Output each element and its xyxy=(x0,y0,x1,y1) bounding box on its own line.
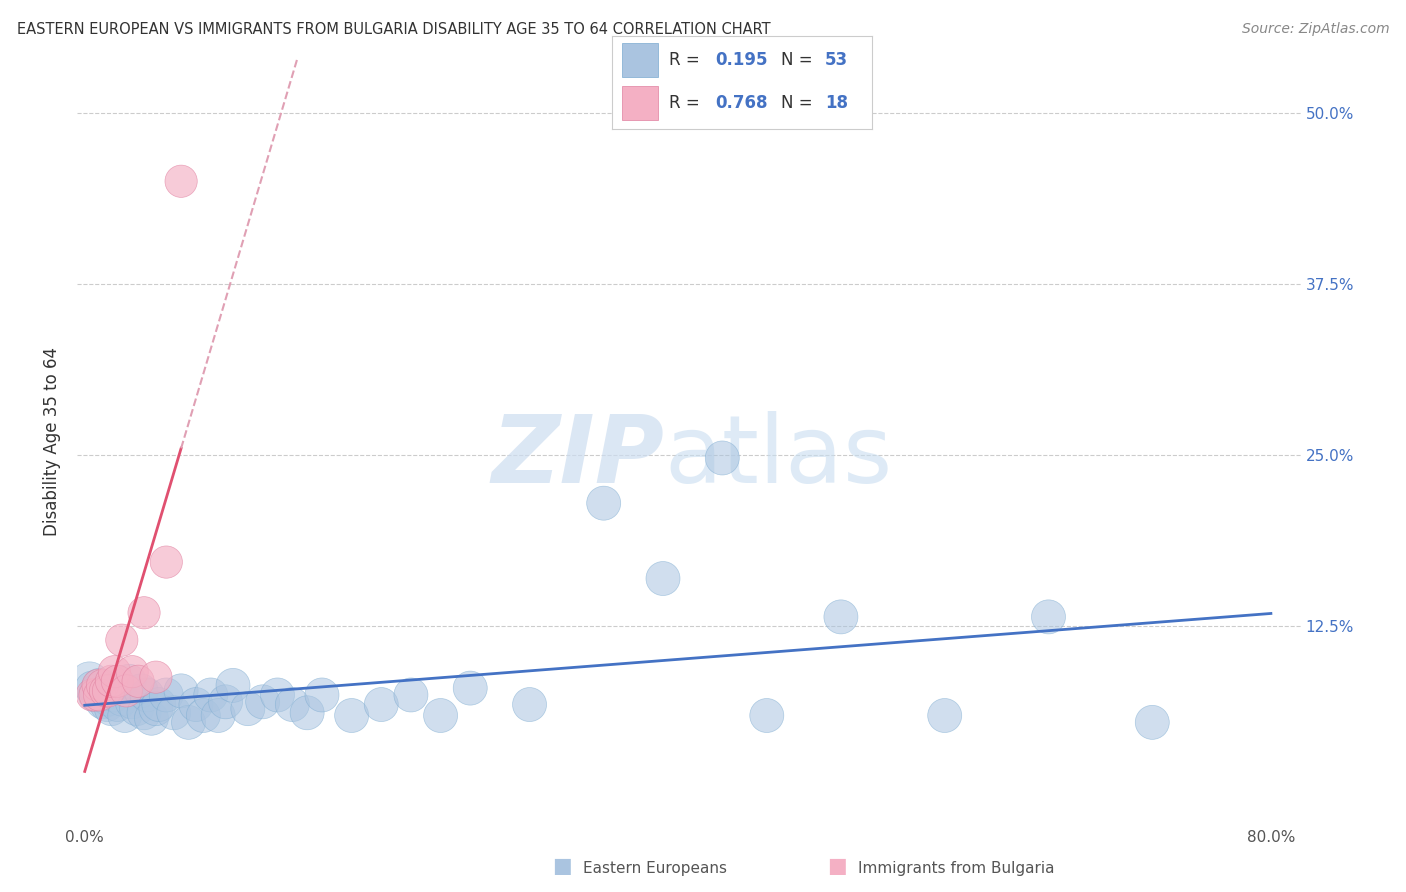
Point xyxy=(177,715,200,730)
Point xyxy=(100,674,122,689)
Point xyxy=(755,708,778,723)
Point xyxy=(84,688,107,702)
Y-axis label: Disability Age 35 to 64: Disability Age 35 to 64 xyxy=(44,347,62,536)
Point xyxy=(93,688,115,702)
Point xyxy=(96,698,118,712)
Point xyxy=(193,708,215,723)
Point xyxy=(429,708,451,723)
Point xyxy=(519,698,541,712)
Point xyxy=(77,674,100,689)
Point xyxy=(121,665,143,679)
Point xyxy=(86,684,108,698)
Point xyxy=(100,701,122,715)
Point xyxy=(163,706,186,720)
Point xyxy=(82,681,104,695)
Point xyxy=(592,496,614,510)
Point xyxy=(115,684,138,698)
Point xyxy=(295,706,318,720)
Point xyxy=(155,688,177,702)
Text: 18: 18 xyxy=(825,95,848,112)
Point xyxy=(111,633,134,648)
Bar xyxy=(621,87,658,120)
Point xyxy=(125,701,148,715)
Point xyxy=(89,688,111,702)
Point xyxy=(207,708,229,723)
Point xyxy=(145,670,167,684)
Text: atlas: atlas xyxy=(665,411,893,503)
Point xyxy=(132,606,155,620)
Point xyxy=(82,688,104,702)
Text: 0.768: 0.768 xyxy=(716,95,768,112)
Point xyxy=(170,174,193,188)
Text: R =: R = xyxy=(669,95,704,112)
Point xyxy=(101,684,124,698)
Point xyxy=(121,695,143,709)
Point xyxy=(236,701,259,715)
Point xyxy=(87,678,110,692)
Point xyxy=(266,688,288,702)
Bar xyxy=(621,43,658,77)
Point xyxy=(458,681,481,695)
Point xyxy=(136,688,159,702)
Point xyxy=(311,688,333,702)
Point xyxy=(830,610,852,624)
Point xyxy=(91,678,114,692)
Point xyxy=(114,708,136,723)
Point xyxy=(1038,610,1060,624)
Point xyxy=(103,688,125,702)
Point xyxy=(132,706,155,720)
Point xyxy=(652,572,675,586)
Point xyxy=(89,678,111,692)
Point xyxy=(97,684,120,698)
Text: 0.195: 0.195 xyxy=(716,51,768,69)
Point xyxy=(214,695,236,709)
Text: Eastern Europeans: Eastern Europeans xyxy=(583,861,727,876)
Text: ■: ■ xyxy=(827,856,846,876)
Text: R =: R = xyxy=(669,51,704,69)
Point xyxy=(103,665,125,679)
Point xyxy=(252,695,274,709)
Point xyxy=(155,555,177,569)
Point xyxy=(711,450,734,465)
Point xyxy=(340,708,363,723)
Point xyxy=(111,692,134,706)
Text: N =: N = xyxy=(780,95,817,112)
Point xyxy=(148,698,170,712)
Point xyxy=(141,711,163,725)
Point xyxy=(127,674,149,689)
Point xyxy=(281,698,304,712)
Point xyxy=(97,692,120,706)
Text: 53: 53 xyxy=(825,51,848,69)
Point xyxy=(1142,715,1164,730)
Point xyxy=(94,684,117,698)
Point xyxy=(105,698,128,712)
Point xyxy=(105,674,128,689)
Point xyxy=(145,701,167,715)
Text: ZIP: ZIP xyxy=(492,411,665,503)
Text: N =: N = xyxy=(780,51,817,69)
Point xyxy=(118,674,141,689)
Point xyxy=(170,684,193,698)
Point xyxy=(184,698,207,712)
Point xyxy=(84,688,107,702)
Text: ■: ■ xyxy=(553,856,572,876)
Text: Immigrants from Bulgaria: Immigrants from Bulgaria xyxy=(858,861,1054,876)
Text: EASTERN EUROPEAN VS IMMIGRANTS FROM BULGARIA DISABILITY AGE 35 TO 64 CORRELATION: EASTERN EUROPEAN VS IMMIGRANTS FROM BULG… xyxy=(17,22,770,37)
Point xyxy=(222,678,245,692)
Point xyxy=(200,688,222,702)
Point xyxy=(399,688,422,702)
Point xyxy=(370,698,392,712)
Point xyxy=(934,708,956,723)
Point xyxy=(129,684,152,698)
Text: Source: ZipAtlas.com: Source: ZipAtlas.com xyxy=(1241,22,1389,37)
Point xyxy=(91,695,114,709)
